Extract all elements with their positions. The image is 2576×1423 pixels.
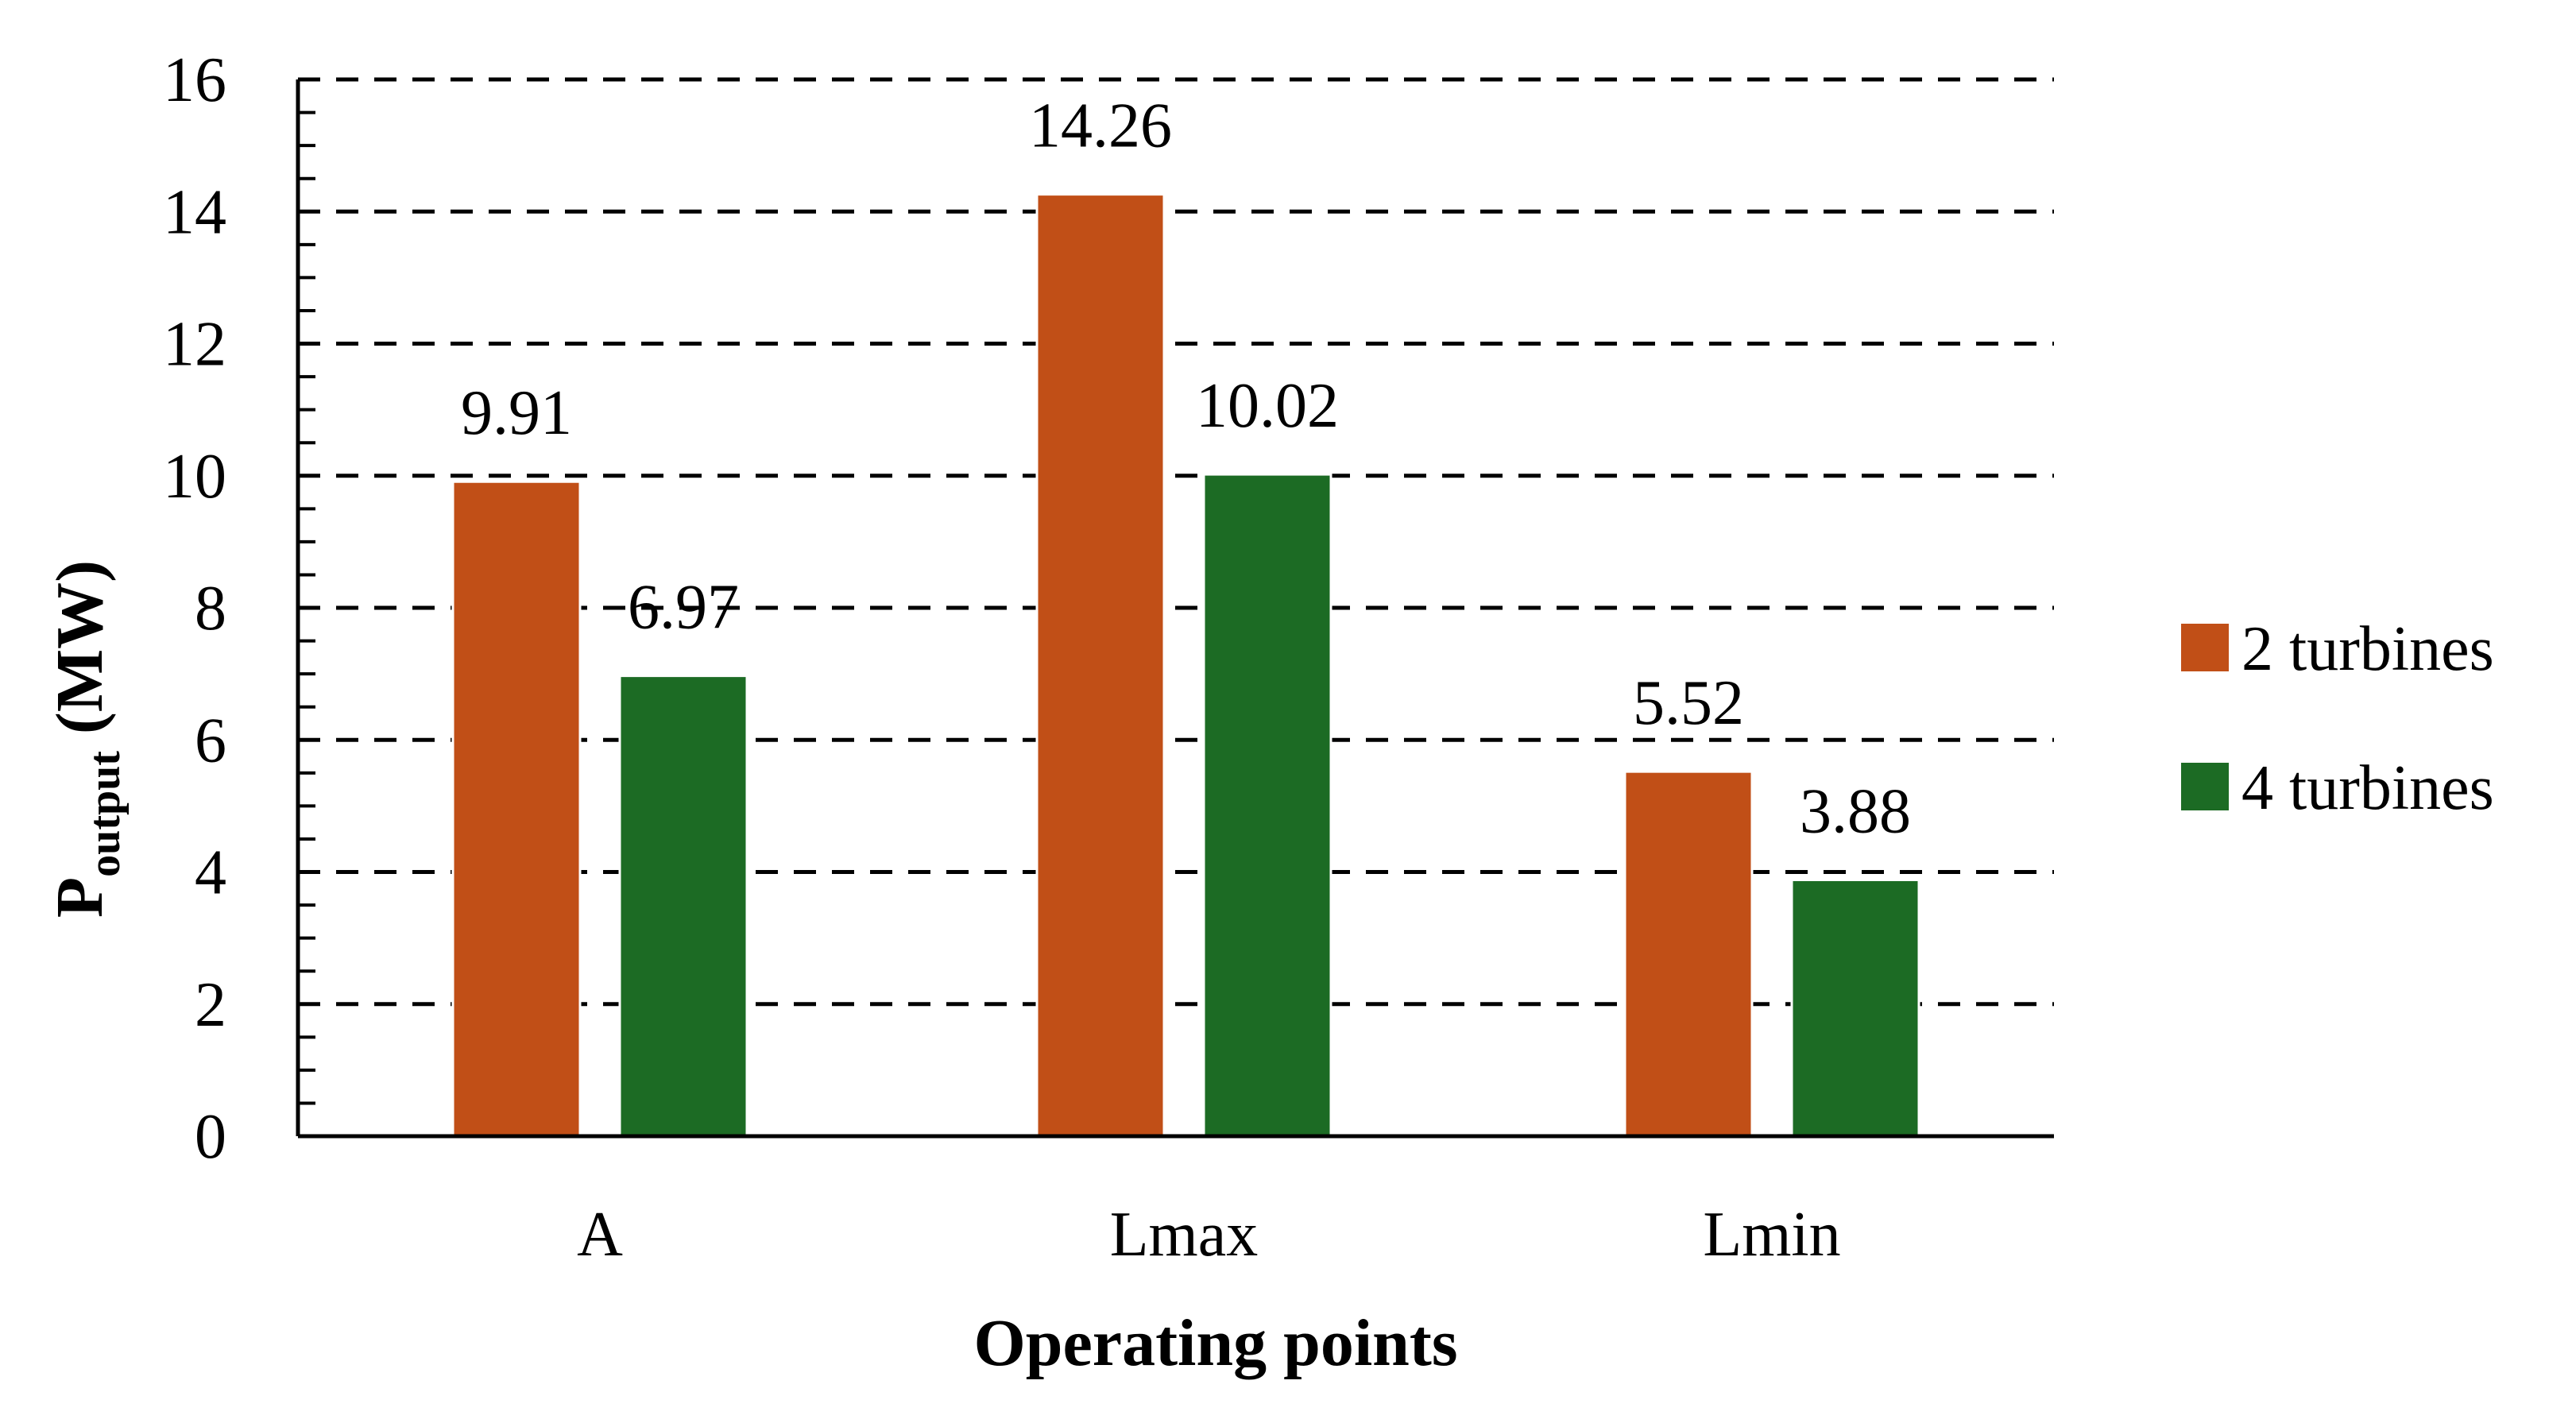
bar-2-turbines-Lmax	[1035, 193, 1166, 1138]
y-tick-label: 16	[163, 45, 226, 115]
data-label: 10.02	[1196, 371, 1339, 441]
y-axis-title: Poutput (MW)	[43, 560, 130, 918]
legend: 2 turbines 4 turbines	[2181, 614, 2494, 823]
data-label: 6.97	[628, 573, 739, 643]
x-tick-label: Lmin	[1703, 1200, 1840, 1270]
y-tick-label: 10	[163, 442, 226, 512]
y-tick-label: 0	[195, 1102, 226, 1172]
y-tick-label: 4	[195, 838, 226, 908]
bar-2-turbines-A	[451, 480, 582, 1138]
y-tick-label: 14	[163, 177, 226, 247]
x-tick-label: A	[577, 1200, 623, 1270]
data-label: 14.26	[1029, 91, 1172, 161]
legend-label: 2 turbines	[2241, 614, 2494, 684]
x-axis-title: Operating points	[973, 1306, 1457, 1380]
axes: 0 2 4 6 8 10 12 14 16 A Lmax Lmin	[163, 45, 2054, 1270]
legend-swatch	[2181, 763, 2229, 810]
y-tick-label: 6	[195, 706, 226, 775]
y-tick-label: 12	[163, 310, 226, 380]
bar-4-turbines-Lmin	[1790, 878, 1920, 1138]
bar-4-turbines-Lmax	[1202, 473, 1332, 1138]
data-label: 9.91	[461, 378, 572, 448]
legend-label: 4 turbines	[2241, 753, 2494, 823]
y-tick-label: 8	[195, 574, 226, 644]
y-axis-title-suffix: (MW)	[43, 560, 117, 751]
data-label: 3.88	[1800, 776, 1911, 846]
y-tick-label: 2	[195, 970, 226, 1040]
data-label: 5.52	[1633, 668, 1744, 738]
grid-lines	[298, 77, 2054, 1007]
y-axis-title-main: P	[43, 877, 117, 918]
bars	[451, 193, 1920, 1138]
legend-swatch	[2181, 624, 2229, 671]
bar-2-turbines-Lmin	[1623, 770, 1754, 1138]
bar-4-turbines-A	[618, 675, 748, 1138]
data-labels: 9.91 14.26 5.52 6.97 10.02 3.88	[461, 91, 1911, 847]
x-tick-label: Lmax	[1110, 1200, 1259, 1270]
y-axis-title-subscript: output	[80, 751, 130, 877]
